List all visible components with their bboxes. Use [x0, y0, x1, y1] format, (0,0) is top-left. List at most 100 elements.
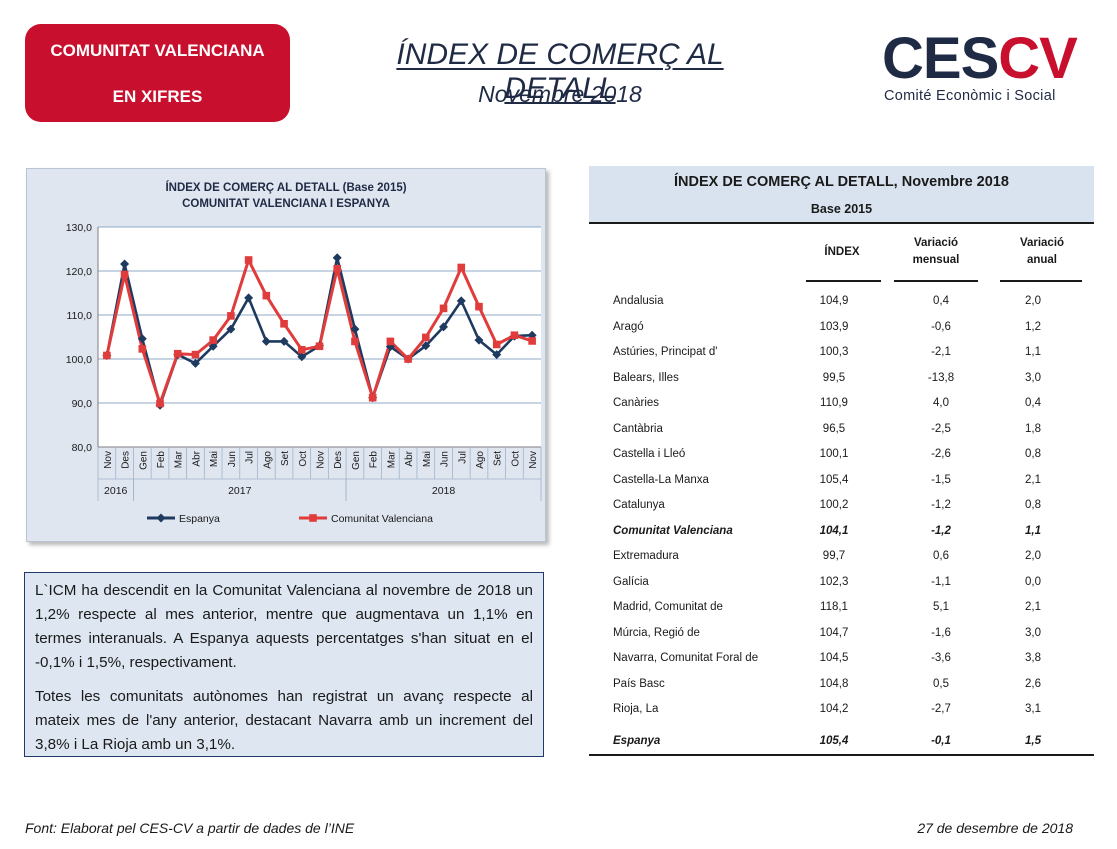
- summary-paragraph-1: L`ICM ha descendit en la Comunitat Valen…: [35, 582, 533, 671]
- data-point-comunitat-valenciana: [173, 349, 182, 358]
- row-annual-variation: 3,0: [1025, 627, 1041, 639]
- row-annual-variation: 2,1: [1025, 474, 1041, 486]
- row-index: 104,8: [819, 678, 849, 690]
- x-tick-label: Oct: [298, 451, 309, 467]
- col-underline-annual: [1000, 280, 1082, 282]
- legend-label: Espanya: [179, 513, 220, 525]
- row-monthly-variation: -0,1: [931, 735, 951, 747]
- data-point-comunitat-valenciana: [244, 256, 253, 264]
- row-index: 102,3: [819, 576, 849, 588]
- row-monthly-variation: -1,5: [931, 474, 951, 486]
- row-name: Extremadura: [613, 550, 679, 562]
- data-point-espanya: [439, 322, 449, 332]
- col-underline-monthly: [894, 280, 978, 282]
- col-header-annual-line-2: anual: [1026, 254, 1058, 266]
- row-name: Andalusia: [613, 295, 664, 307]
- data-point-espanya: [474, 335, 484, 345]
- data-point-espanya: [350, 324, 360, 334]
- row-index: 105,4: [819, 474, 849, 486]
- data-point-comunitat-valenciana: [422, 333, 430, 342]
- row-monthly-variation: 0,4: [933, 295, 949, 307]
- chart-title: ÍNDEX DE COMERÇ AL DETALL (Base 2015): [165, 181, 406, 194]
- data-point-comunitat-valenciana: [528, 337, 536, 345]
- data-point-comunitat-valenciana: [191, 350, 200, 359]
- x-tick-label: Des: [333, 451, 344, 469]
- summary-text-box: L`ICM ha descendit en la Comunitat Valen…: [24, 572, 544, 757]
- row-monthly-variation: -13,8: [927, 372, 955, 384]
- row-index: 110,9: [820, 397, 848, 409]
- table-row: Espanya 105,4 -0,1 1,5: [589, 731, 1094, 755]
- data-point-comunitat-valenciana: [315, 342, 324, 351]
- row-annual-variation: 2,0: [1025, 295, 1041, 307]
- data-point-comunitat-valenciana: [368, 393, 377, 402]
- year-label: 2018: [432, 485, 456, 497]
- row-name: Comunitat Valenciana: [613, 525, 733, 537]
- data-point-comunitat-valenciana: [510, 331, 519, 340]
- row-monthly-variation: -1,1: [931, 576, 951, 588]
- y-tick-label: 110,0: [67, 310, 93, 322]
- row-name: Espanya: [613, 735, 661, 747]
- row-monthly-variation: -1,2: [931, 499, 951, 511]
- row-name: Balears, Illes: [613, 372, 679, 384]
- row-annual-variation: 2,0: [1025, 550, 1041, 562]
- table-bottom-rule: [589, 754, 1094, 756]
- row-monthly-variation: -1,6: [931, 627, 951, 639]
- x-tick-label: Mar: [386, 450, 397, 468]
- x-tick-label: Jul: [457, 451, 468, 464]
- footer-source: Font: Elaborat pel CES-CV a partir de da…: [25, 820, 355, 836]
- year-label: 2016: [104, 485, 128, 497]
- x-tick-label: Des: [121, 451, 132, 469]
- chart-subtitle: COMUNITAT VALENCIANA I ESPANYA: [182, 198, 390, 210]
- x-tick-label: Gen: [351, 451, 362, 470]
- row-annual-variation: 1,1: [1025, 525, 1041, 537]
- y-tick-label: 90,0: [72, 398, 93, 410]
- x-tick-label: Jun: [440, 451, 451, 467]
- row-index: 103,9: [819, 321, 849, 333]
- row-name: Astúries, Principat d': [613, 346, 718, 358]
- table-top-rule: [589, 222, 1094, 224]
- logo-ces-text: CES: [882, 26, 999, 91]
- data-point-comunitat-valenciana: [297, 345, 306, 354]
- col-header-annual-line-1: Variació: [1019, 237, 1065, 249]
- data-point-comunitat-valenciana: [333, 265, 342, 273]
- data-point-espanya: [190, 358, 200, 368]
- data-point-comunitat-valenciana: [227, 312, 235, 320]
- row-annual-variation: 0,0: [1025, 576, 1041, 588]
- col-header-monthly-line-2: mensual: [912, 254, 960, 266]
- row-annual-variation: 0,8: [1025, 499, 1041, 511]
- row-name: Múrcia, Regió de: [613, 627, 700, 639]
- data-point-comunitat-valenciana: [209, 336, 217, 344]
- row-name: Aragó: [613, 321, 644, 333]
- row-annual-variation: 3,0: [1025, 372, 1041, 384]
- data-point-comunitat-valenciana: [262, 291, 271, 300]
- x-tick-label: Mai: [209, 451, 220, 467]
- table-row: Galícia 102,3 -1,1 0,0: [589, 572, 1094, 596]
- data-point-espanya: [226, 324, 236, 334]
- data-point-comunitat-valenciana: [404, 355, 412, 363]
- line-chart-panel: ÍNDEX DE COMERÇ AL DETALL (Base 2015) CO…: [26, 168, 546, 542]
- row-monthly-variation: -2,5: [931, 423, 951, 435]
- data-point-comunitat-valenciana: [457, 263, 466, 272]
- data-point-espanya: [137, 334, 147, 344]
- x-tick-label: Gen: [138, 451, 149, 470]
- row-monthly-variation: 5,1: [933, 601, 949, 613]
- data-point-comunitat-valenciana: [280, 320, 288, 328]
- col-header-annual: Variació anual: [1002, 235, 1082, 269]
- x-tick-label: Ago: [262, 451, 273, 469]
- legend-marker: [156, 513, 166, 523]
- plot-area: [98, 227, 541, 447]
- row-name: Catalunya: [613, 499, 665, 511]
- x-tick-label: Nov: [528, 451, 539, 469]
- x-tick-label: Jul: [245, 451, 256, 464]
- row-annual-variation: 2,1: [1025, 601, 1041, 613]
- data-point-espanya: [456, 296, 466, 306]
- data-point-espanya: [332, 253, 342, 263]
- row-index: 99,7: [822, 550, 846, 562]
- row-name: Madrid, Comunitat de: [613, 601, 723, 613]
- table-row: Canàries 110,9 4,0 0,4: [589, 393, 1094, 417]
- table-row: Balears, Illes 99,5 -13,8 3,0: [589, 368, 1094, 392]
- data-point-comunitat-valenciana: [138, 345, 147, 353]
- row-index: 100,1: [819, 448, 849, 460]
- data-point-espanya: [492, 350, 502, 360]
- x-tick-label: Jun: [227, 451, 238, 467]
